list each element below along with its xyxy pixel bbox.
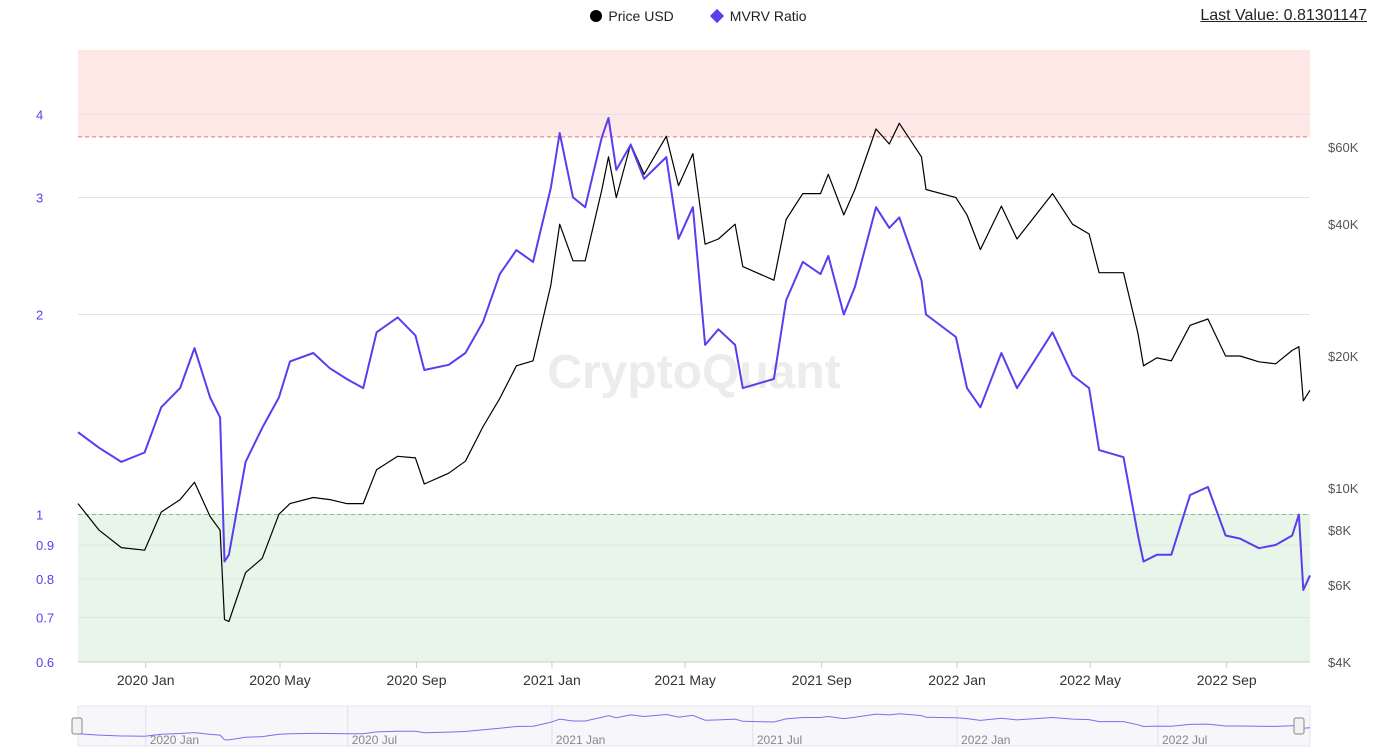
legend-item-price[interactable]: Price USD <box>590 6 674 26</box>
y-right-tick-label: $60K <box>1328 140 1359 155</box>
y-left-tick-label: 2 <box>36 307 43 322</box>
y-left-tick-label: 0.9 <box>36 538 54 553</box>
y-left-tick-label: 0.8 <box>36 572 54 587</box>
legend-label-mvrv: MVRV Ratio <box>729 8 807 24</box>
mvrv-ratio-line <box>77 117 1311 591</box>
navigator-tick-label: 2022 Jan <box>961 733 1010 747</box>
y-left-tick-label: 0.7 <box>36 611 54 626</box>
x-tick-label: 2021 May <box>654 672 715 688</box>
y-left-tick-label: 4 <box>36 107 43 122</box>
y-right-tick-label: $10K <box>1328 481 1359 496</box>
y-right-tick-label: $20K <box>1328 349 1359 364</box>
x-tick-label: 2021 Sep <box>792 672 852 688</box>
y-left-tick-label: 0.6 <box>36 655 54 670</box>
navigator-series-line <box>77 713 1311 741</box>
y-left-tick-label: 3 <box>36 190 43 205</box>
navigator-right-handle[interactable] <box>1293 717 1305 735</box>
y-right-tick-label: $8K <box>1328 523 1351 538</box>
navigator-tick-label: 2020 Jan <box>150 733 199 747</box>
x-tick-label: 2022 Jan <box>928 672 986 688</box>
chart-legend: Price USD MVRV Ratio <box>0 6 1397 26</box>
x-tick-label: 2021 Jan <box>523 672 581 688</box>
navigator-tick-label: 2022 Jul <box>1162 733 1207 747</box>
x-tick-label: 2022 May <box>1059 672 1120 688</box>
navigator-tick-label: 2021 Jan <box>556 733 605 747</box>
legend-dot-icon <box>590 10 603 22</box>
undervalued-zone <box>78 514 1310 662</box>
y-right-tick-label: $6K <box>1328 578 1351 593</box>
x-tick-label: 2022 Sep <box>1197 672 1257 688</box>
y-right-tick-label: $40K <box>1328 217 1359 232</box>
price-usd-line <box>77 122 1311 623</box>
x-tick-label: 2020 Jan <box>117 672 175 688</box>
navigator-background[interactable] <box>77 705 1311 747</box>
watermark: CryptoQuant <box>547 346 840 399</box>
y-left-tick-label: 1 <box>36 508 43 523</box>
x-tick-label: 2020 May <box>249 672 310 688</box>
overbought-zone <box>78 50 1310 137</box>
legend-item-mvrv[interactable]: MVRV Ratio <box>709 6 807 26</box>
last-value-link[interactable]: Last Value: 0.81301147 <box>1200 7 1367 24</box>
navigator-tick-label: 2021 Jul <box>757 733 802 747</box>
navigator-tick-label: 2020 Jul <box>352 733 397 747</box>
legend-label-price: Price USD <box>608 8 674 24</box>
navigator-left-handle[interactable] <box>71 717 83 735</box>
y-right-tick-label: $4K <box>1328 655 1351 670</box>
x-tick-label: 2020 Sep <box>387 672 447 688</box>
